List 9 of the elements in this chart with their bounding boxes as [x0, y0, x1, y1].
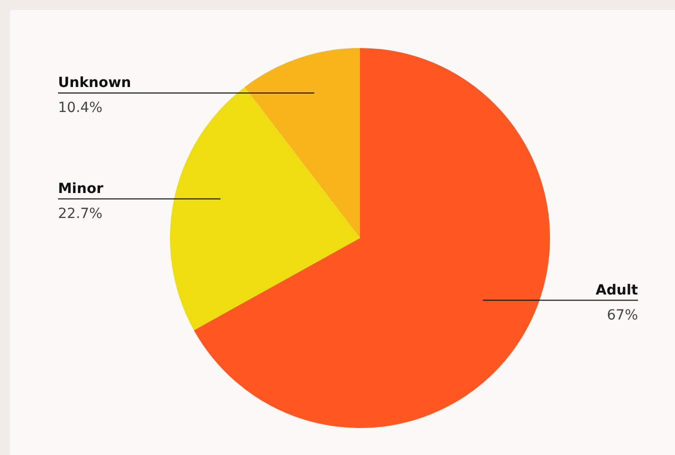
- slice-label: Adult: [596, 282, 638, 298]
- pie-slice: [244, 48, 360, 238]
- pie-slice: [170, 87, 360, 330]
- data-label: 67%: [606, 307, 638, 324]
- slice-label: Unknown: [58, 75, 132, 92]
- data-label: 22.7%: [58, 206, 102, 222]
- data-label: 10.4%: [58, 100, 102, 116]
- pie-slice: [194, 48, 550, 428]
- slice-label: Minor: [58, 180, 104, 197]
